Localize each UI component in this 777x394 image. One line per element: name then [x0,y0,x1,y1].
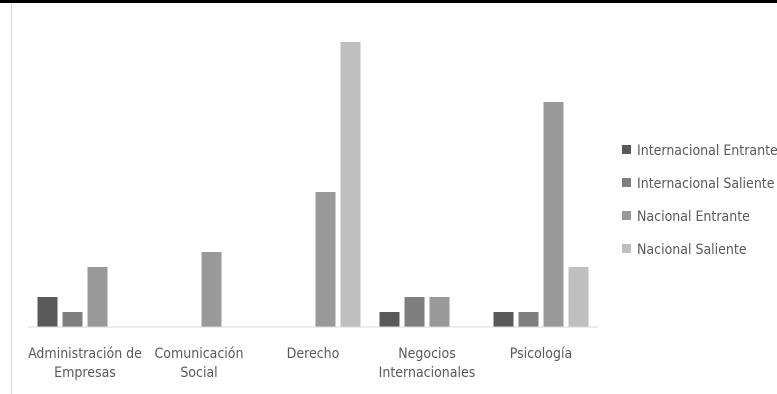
x-tick-label-administracion-de-empresas: Administración de Empresas [28,346,142,381]
bar-nacional-entrante-comunicacion-social [201,252,222,327]
bar-internacional-entrante-negocios-internacionales [379,312,400,327]
legend-swatch-nacional-entrante [622,211,631,220]
bar-internacional-entrante-administracion-de-empresas [37,297,58,327]
legend-item-internacional-entrante: Internacional Entrante [622,143,777,159]
legend-label-nacional-saliente: Nacional Saliente [637,242,747,258]
legend-item-nacional-entrante: Nacional Entrante [622,209,750,225]
legend-swatch-internacional-saliente [622,178,631,187]
legend-item-nacional-saliente: Nacional Saliente [622,242,747,258]
x-tick-label-negocios-internacionales: Negocios Internacionales [379,346,476,381]
bar-nacional-saliente-psicologia [568,267,589,327]
legend-label-nacional-entrante: Nacional Entrante [637,209,750,225]
x-tick-label-derecho: Derecho [287,346,340,362]
legend-label-internacional-entrante: Internacional Entrante [637,143,777,159]
x-tick-labels: Administración de Empresas Comunicación Soc… [28,346,572,381]
bar-nacional-entrante-negocios-internacionales [429,297,450,327]
legend-item-internacional-saliente: Internacional Saliente [622,176,775,192]
legend-label-internacional-saliente: Internacional Saliente [637,176,775,192]
bar-internacional-saliente-psicologia [518,312,539,327]
legend: Internacional Entrante Internacional Sali… [622,143,777,258]
legend-swatch-nacional-saliente [622,244,631,253]
x-tick-label-psicologia: Psicología [510,346,572,362]
bar-nacional-entrante-administracion-de-empresas [87,267,108,327]
frame-top-border [0,0,777,3]
bar-internacional-saliente-administracion-de-empresas [62,312,83,327]
x-tick-label-comunicacion-social: Comunicación Social [155,346,244,381]
bar-internacional-saliente-negocios-internacionales [404,297,425,327]
bar-nacional-entrante-psicologia [543,102,564,327]
legend-swatch-internacional-entrante [622,145,631,154]
bar-nacional-saliente-derecho [340,42,361,327]
bar-internacional-entrante-psicologia [493,312,514,327]
bar-nacional-entrante-derecho [315,192,336,327]
frame-left-border [11,3,12,394]
bars-group [37,42,589,327]
